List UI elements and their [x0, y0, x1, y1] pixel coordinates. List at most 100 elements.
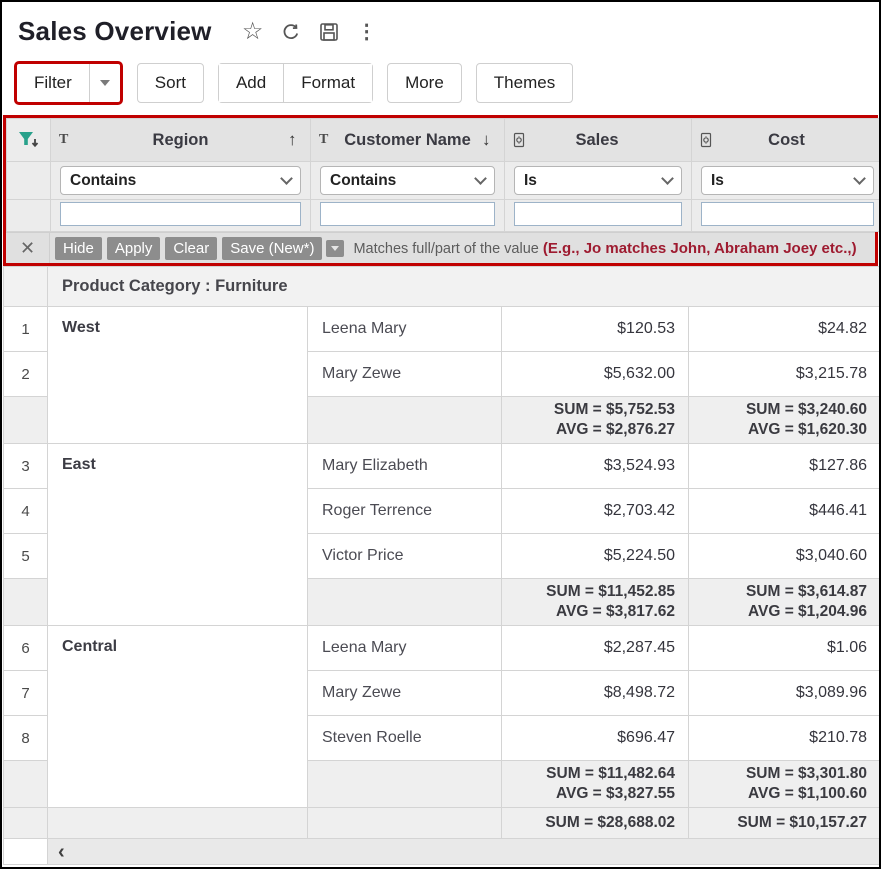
customer-name-cell: Roger Terrence	[307, 488, 502, 534]
sales-cell: $120.53	[501, 306, 689, 352]
row-number: 8	[3, 715, 48, 761]
sort-button[interactable]: Sort	[136, 63, 204, 103]
filter-hint-text: Matches full/part of the value (E.g., Jo…	[353, 239, 857, 257]
cost-subtotal: SUM = $3,614.87 AVG = $1,204.96	[687, 578, 879, 626]
save-icon[interactable]	[318, 21, 340, 43]
category-group-row: Product Category : Furniture	[3, 266, 879, 307]
filter-hint-example: (E.g., Jo matches John, Abraham Joey etc…	[542, 239, 857, 257]
customer-name-cell: Leena Mary	[307, 625, 502, 671]
chevron-down-icon	[280, 172, 293, 185]
customer-name-filter-input[interactable]	[320, 202, 495, 226]
horizontal-scrollbar[interactable]: ‹	[48, 839, 879, 864]
customer-name-cell: Steven Roelle	[307, 715, 502, 761]
row-number: 7	[3, 670, 48, 716]
chevron-down-icon	[331, 245, 340, 251]
title-actions: ☆ ⋮	[241, 17, 378, 45]
currency-type-icon	[513, 132, 525, 148]
sales-grand-total: SUM = $28,688.02	[501, 807, 689, 839]
table-row[interactable]: 1 West Leena Mary $120.53 $24.82	[3, 306, 879, 444]
cost-subtotal: SUM = $3,240.60 AVG = $1,620.30	[687, 396, 879, 444]
region-cell-central: Central	[47, 625, 308, 808]
column-header-customer-name[interactable]: T Customer Name ↓	[310, 118, 505, 162]
column-header-cost[interactable]: Cost	[691, 118, 879, 162]
row-number: 4	[3, 488, 48, 534]
table-row[interactable]: 4 Roger Terrence $2,703.42 $446.41	[3, 488, 879, 534]
refresh-icon[interactable]	[280, 21, 302, 43]
sales-cell: $2,703.42	[501, 488, 689, 534]
filter-panel: T Region ↑ T Customer Name ↓	[3, 115, 879, 266]
customer-name-cell: Mary Zewe	[307, 351, 502, 397]
title-bar: Sales Overview ☆ ⋮	[2, 2, 879, 53]
scrollbar-row: ‹	[3, 838, 879, 865]
sales-cell: $5,224.50	[501, 533, 689, 579]
column-header-row: T Region ↑ T Customer Name ↓	[6, 118, 879, 162]
sort-ascending-icon[interactable]: ↑	[288, 130, 297, 149]
hide-button[interactable]: Hide	[55, 236, 102, 260]
add-button[interactable]: Add	[218, 64, 284, 102]
table-row[interactable]: 6 Central Leena Mary $2,287.45 $1.06	[3, 625, 879, 808]
more-options-kebab-icon[interactable]: ⋮	[356, 21, 377, 43]
sales-cell: $3,524.93	[501, 443, 689, 489]
subtotal-row-east: SUM = $11,452.85 AVG = $3,817.62 SUM = $3…	[3, 578, 879, 626]
filter-dropdown-caret[interactable]	[88, 64, 120, 102]
close-filter-icon[interactable]: ✕	[6, 233, 50, 263]
sales-filter-input[interactable]	[514, 202, 682, 226]
customer-name-cell: Mary Zewe	[307, 670, 502, 716]
cost-cell: $446.41	[687, 488, 879, 534]
favorite-star-icon[interactable]: ☆	[241, 17, 264, 45]
table-row[interactable]: 2 Mary Zewe $5,632.00 $3,215.78	[3, 351, 879, 397]
column-header-region[interactable]: T Region ↑	[50, 118, 311, 162]
table-row[interactable]: 8 Steven Roelle $696.47 $210.78	[3, 715, 879, 761]
customer-name-operator-select[interactable]: Contains	[320, 166, 495, 195]
sales-subtotal: SUM = $11,482.64 AVG = $3,827.55	[501, 760, 689, 808]
row-number: 2	[3, 351, 48, 397]
save-options-caret[interactable]	[326, 239, 345, 257]
sales-cell: $2,287.45	[501, 625, 689, 671]
region-cell-east: East	[47, 443, 308, 626]
table-row[interactable]: 3 East Mary Elizabeth $3,524.93 $127.86	[3, 443, 879, 626]
filter-button[interactable]: Filter	[17, 64, 89, 102]
sort-descending-icon[interactable]: ↓	[482, 130, 491, 149]
cost-cell: $3,040.60	[687, 533, 879, 579]
clear-button[interactable]: Clear	[165, 236, 218, 260]
chevron-down-icon	[853, 172, 866, 185]
grand-total-row: SUM = $28,688.02 SUM = $10,157.27	[3, 807, 879, 839]
page-title: Sales Overview	[18, 16, 212, 46]
sales-cell: $8,498.72	[501, 670, 689, 716]
cost-filter-input[interactable]	[701, 202, 874, 226]
sales-cell: $5,632.00	[501, 351, 689, 397]
more-button[interactable]: More	[387, 63, 462, 103]
text-type-icon: T	[59, 132, 69, 147]
filter-funnel-icon[interactable]	[6, 118, 51, 162]
row-number: 6	[3, 625, 48, 671]
filter-operator-row: Contains Contains Is Is	[6, 161, 879, 200]
sales-cell: $696.47	[501, 715, 689, 761]
row-number: 5	[3, 533, 48, 579]
cost-cell: $210.78	[687, 715, 879, 761]
sales-table: Product Category : Furniture 1 West Leen…	[3, 266, 879, 865]
filter-value-row	[6, 199, 879, 232]
category-label: Product Category : Furniture	[46, 266, 879, 307]
sales-operator-select[interactable]: Is	[514, 166, 682, 195]
apply-button[interactable]: Apply	[106, 236, 161, 260]
cost-cell: $3,215.78	[687, 351, 879, 397]
filter-actions-bar: ✕ Hide Apply Clear Save (New*) Matches f…	[6, 232, 875, 263]
save-new-button[interactable]: Save (New*)	[222, 236, 323, 260]
format-button[interactable]: Format	[284, 64, 373, 102]
column-header-sales[interactable]: Sales	[504, 118, 692, 162]
filter-button-highlight: Filter	[14, 61, 123, 105]
cost-cell: $24.82	[687, 306, 879, 352]
chevron-down-icon	[661, 172, 674, 185]
scroll-left-arrow-icon[interactable]: ‹	[58, 840, 65, 863]
toolbar: Filter Sort Add Format More Themes	[2, 53, 879, 115]
cost-subtotal: SUM = $3,301.80 AVG = $1,100.60	[687, 760, 879, 808]
region-cell-west: West	[47, 306, 308, 444]
region-filter-input[interactable]	[60, 202, 301, 226]
table-row[interactable]: 5 Victor Price $5,224.50 $3,040.60	[3, 533, 879, 579]
cost-operator-select[interactable]: Is	[701, 166, 874, 195]
sales-subtotal: SUM = $11,452.85 AVG = $3,817.62	[501, 578, 689, 626]
themes-button[interactable]: Themes	[475, 63, 574, 103]
region-operator-select[interactable]: Contains	[60, 166, 301, 195]
cost-cell: $1.06	[687, 625, 879, 671]
